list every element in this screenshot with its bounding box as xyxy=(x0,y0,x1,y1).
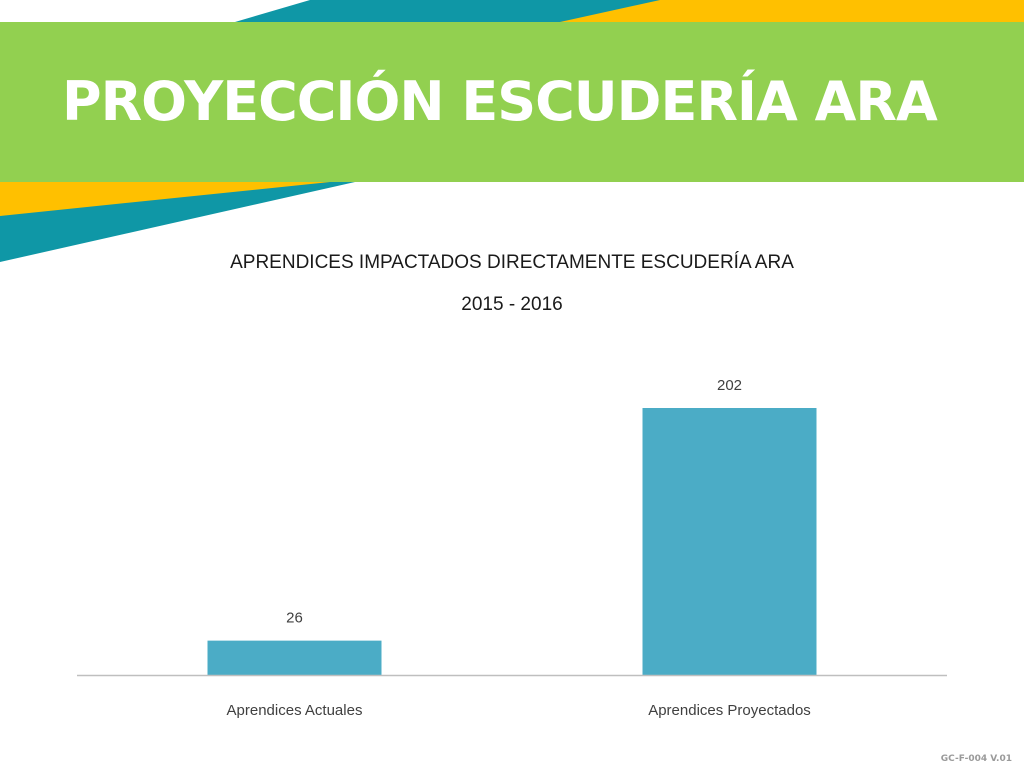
category-label-1: Aprendices Actuales xyxy=(227,702,363,719)
bar-1 xyxy=(207,640,382,675)
bar-2 xyxy=(642,408,817,675)
data-label-2: 202 xyxy=(717,377,742,394)
slide-title: PROYECCIÓN ESCUDERÍA ARA xyxy=(62,70,938,133)
document-code: GC-F-004 V.01 xyxy=(940,754,1012,764)
chart-title: APRENDICES IMPACTADOS DIRECTAMENTE ESCUD… xyxy=(230,252,794,273)
category-label-2: Aprendices Proyectados xyxy=(648,702,811,719)
chart-subtitle: 2015 - 2016 xyxy=(461,294,563,315)
data-label-1: 26 xyxy=(286,610,303,627)
yellow-stripe-top xyxy=(560,0,1024,22)
yellow-stripe-bottom xyxy=(0,182,330,216)
title-banner xyxy=(0,22,1024,182)
